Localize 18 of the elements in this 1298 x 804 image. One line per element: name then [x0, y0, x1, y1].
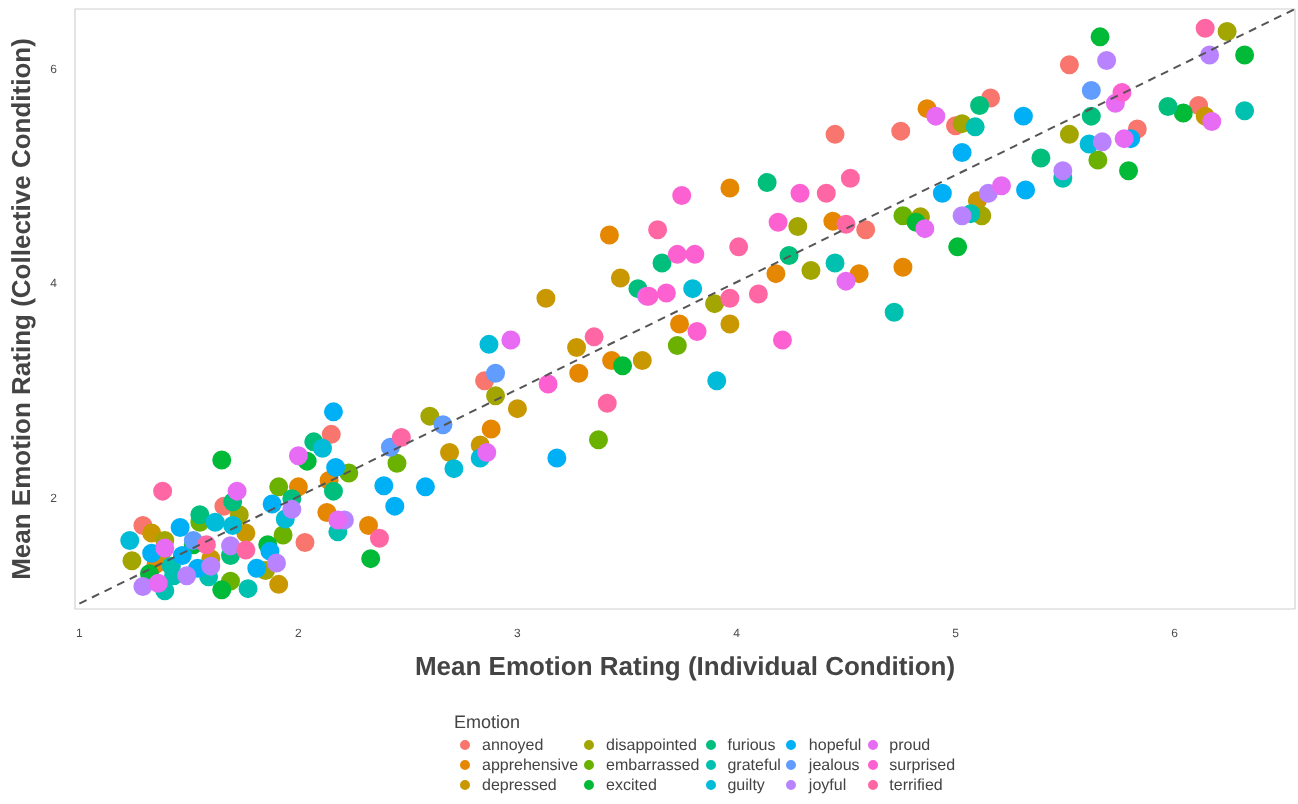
legend-label: proud	[889, 735, 931, 753]
legend-label: guilty	[727, 775, 767, 793]
y-axis-title: Mean Emotion Rating (Collective Condition)	[6, 38, 37, 580]
legend-label: joyful	[808, 775, 849, 793]
legend-label: annoyed	[482, 735, 544, 753]
legend-label: excited	[606, 775, 657, 793]
legend-label: terrified	[889, 775, 943, 793]
legend-label: furious	[727, 735, 776, 753]
legend-label: depressed	[482, 775, 557, 793]
legend-label: hopeful	[808, 735, 862, 753]
legend-label: embarrassed	[606, 755, 700, 773]
x-axis-title: Mean Emotion Rating (Individual Condition)	[414, 651, 956, 681]
legend-label: disappointed	[606, 735, 697, 753]
legend-label: jealous	[808, 755, 860, 773]
legend-label: apprehensive	[482, 755, 579, 773]
legend-label: surprised	[889, 755, 956, 773]
legend-label: grateful	[727, 755, 781, 773]
legend-title: Emotion	[454, 712, 523, 732]
